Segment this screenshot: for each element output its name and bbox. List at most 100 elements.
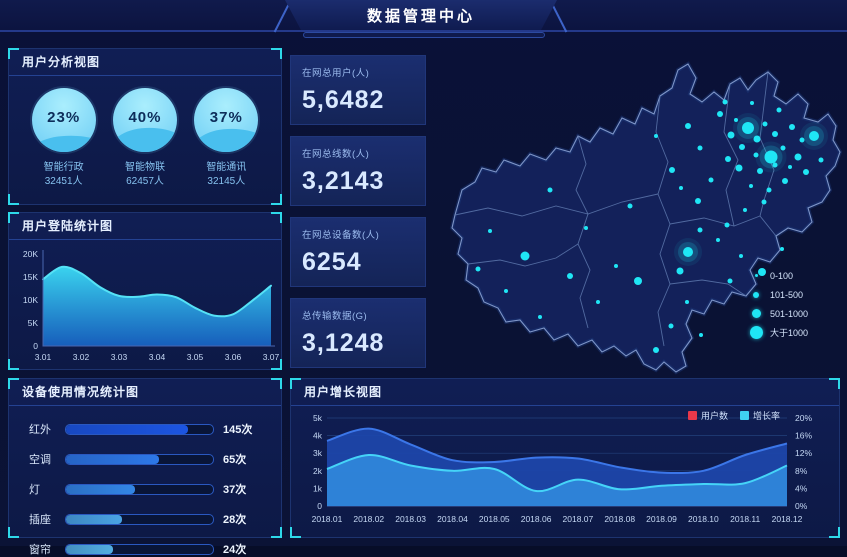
x-axis-tick: 3.01: [35, 352, 52, 362]
device-bar-track: [65, 483, 214, 495]
map-bubble: [716, 238, 720, 242]
map-legend-label: 大于1000: [770, 328, 809, 338]
y-axis-tick: 10K: [23, 295, 38, 305]
map-bubble: [818, 157, 824, 163]
gauge-label: 智能通讯: [206, 162, 247, 173]
map-bubble: [504, 289, 508, 293]
x-axis-tick: 2018.04: [437, 514, 468, 524]
liquid-gauge: 23% 智能行政 32451人: [23, 88, 104, 189]
x-axis-tick: 2018.09: [646, 514, 677, 524]
map-bubble: [727, 278, 733, 284]
page-title: 数据管理中心: [366, 7, 475, 25]
map-bubble: [739, 144, 745, 150]
y-axis-tick: 0: [33, 341, 38, 351]
device-bar-row: 灯 37次: [9, 481, 281, 497]
device-bar-value: 65次: [223, 454, 247, 466]
device-bar-label: 灯: [29, 484, 40, 496]
y-right-tick: 4%: [795, 483, 808, 493]
map-bubble: [772, 131, 778, 137]
map-bubble: [699, 333, 703, 337]
map-bubble: [614, 264, 618, 268]
map-bubble: [538, 315, 542, 319]
y-axis-tick: 20K: [23, 249, 38, 259]
map-legend-dot-col: [748, 326, 764, 339]
legend-item-用户数[interactable]: 用户数: [687, 409, 728, 422]
liquid-gauge: 40% 智能物联 62457人: [104, 88, 185, 189]
map-bubble: [739, 254, 743, 258]
map-legend-label: 501-1000: [770, 308, 809, 319]
panel-title: 设备使用情况统计图: [9, 379, 281, 406]
device-bar-row: 空调 65次: [9, 451, 281, 467]
map-legend-row: 0-100: [748, 266, 808, 285]
x-axis-tick: 2018.02: [353, 514, 384, 524]
map-bubble: [758, 268, 766, 276]
map-bubble: [761, 199, 767, 205]
panel-login-stats: 用户登陆统计图 0 5K 10K 15K 20K 3.01 3.02 3.03 3.04 3.05…: [8, 212, 282, 370]
device-bar-fill: [66, 424, 188, 434]
x-axis-tick: 2018.08: [604, 514, 635, 524]
corner-decoration: [290, 378, 301, 389]
stat-card: 在网总用户(人) 5,6482: [290, 55, 426, 125]
stat-card-column: 在网总用户(人) 5,6482 在网总线数(人) 3,2143 在网总设备数(人) 625…: [290, 55, 426, 368]
growth-chart-legend: 用户数 增长率: [687, 409, 780, 422]
device-bar-value: 28次: [223, 514, 247, 526]
map-region-outline: [449, 61, 843, 375]
stat-card-value: 3,2143: [302, 167, 385, 195]
x-axis-tick: 3.07: [263, 352, 279, 362]
panel-title: 用户分析视图: [9, 49, 281, 76]
map-bubble: [766, 187, 772, 193]
corner-decoration: [271, 378, 282, 389]
x-axis-tick: 3.02: [73, 352, 90, 362]
map-legend-dot-col: [748, 291, 764, 298]
y-axis-tick: 5K: [28, 318, 39, 328]
map-bubble: [734, 118, 738, 122]
x-axis-tick: 3.04: [149, 352, 166, 362]
map-bubble: [668, 323, 674, 329]
x-axis-tick: 2018.06: [521, 514, 552, 524]
y-right-tick: 8%: [795, 466, 808, 476]
stat-card-value: 6254: [302, 248, 362, 276]
device-bar-track: [65, 513, 214, 525]
map-bubble: [789, 124, 795, 130]
corner-decoration: [271, 359, 282, 370]
map-bubble: [596, 300, 600, 304]
corner-decoration: [8, 378, 19, 389]
map-bubble: [654, 134, 658, 138]
map-legend-label: 0-100: [770, 270, 794, 281]
panel-title: 用户登陆统计图: [9, 213, 281, 240]
legend-label: 增长率: [752, 411, 780, 421]
device-bar-value: 37次: [223, 484, 247, 496]
map-bubble: [742, 122, 754, 134]
device-bar-value: 145次: [223, 424, 253, 436]
gauge-count: 62457人: [126, 176, 164, 187]
stat-card: 总传输数据(G) 3,1248: [290, 298, 426, 368]
map-bubble: [695, 198, 701, 204]
y-right-tick: 12%: [795, 448, 812, 458]
gauge-count: 32451人: [44, 176, 83, 187]
header-underline-decoration: [303, 32, 545, 38]
map-bubble: [743, 208, 747, 212]
map-legend-dot: [751, 309, 761, 318]
map-legend-dot: [749, 326, 763, 339]
y-left-tick: 5k: [313, 413, 323, 423]
map-bubble: [685, 123, 691, 129]
device-bar-label: 窗帘: [29, 544, 51, 556]
x-axis-tick: 3.03: [111, 352, 128, 362]
device-bar-fill: [66, 514, 122, 524]
legend-item-增长率[interactable]: 增长率: [739, 409, 780, 422]
map-svg: [449, 61, 843, 375]
stat-card: 在网总设备数(人) 6254: [290, 217, 426, 287]
panel-device-usage: 设备使用情况统计图 红外 145次 空调 65次灯 37次 插座 28次 窗帘 24次: [8, 378, 282, 556]
map-bubble: [750, 101, 754, 105]
device-bar-track: [65, 543, 214, 555]
map-bubble: [772, 162, 778, 168]
corner-decoration: [8, 48, 19, 59]
legend-swatch: [687, 411, 697, 420]
legend-swatch: [739, 411, 749, 420]
map-bubble: [584, 226, 588, 230]
map-bubble: [735, 164, 743, 172]
map-bubble: [683, 247, 693, 257]
map-legend-row: 501-1000: [748, 304, 808, 323]
map-bubble: [717, 111, 723, 117]
